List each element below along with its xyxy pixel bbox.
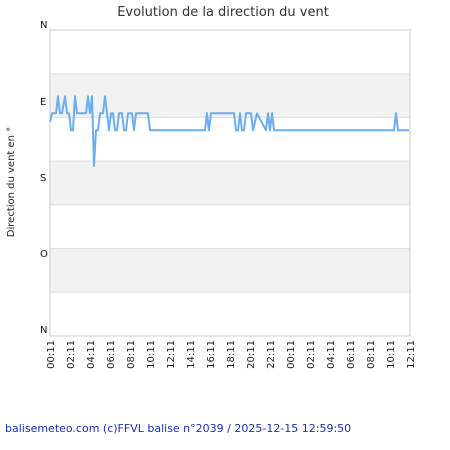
x-tick-label: 00:11 xyxy=(286,340,297,369)
x-tick-label: 10:11 xyxy=(386,340,397,369)
y-tick-label: O xyxy=(40,249,48,260)
x-tick-labels: 00:11 02:11 04:11 06:11 08:11 10:11 12:11 14:11… xyxy=(46,340,417,369)
x-tick-label: 02:11 xyxy=(66,340,77,369)
plot-band xyxy=(50,204,410,249)
x-tick-label: 22:11 xyxy=(266,340,277,369)
x-tick-label: 04:11 xyxy=(86,340,97,369)
y-axis-label: Direction du vent en ° xyxy=(6,127,17,237)
x-tick-label: 12:11 xyxy=(166,340,177,369)
x-tick-label: 20:11 xyxy=(246,340,257,369)
x-tick-label: 10:11 xyxy=(146,340,157,369)
x-tick-label: 08:11 xyxy=(126,340,137,369)
x-tick-label: 16:11 xyxy=(206,340,217,369)
x-tick-label: 18:11 xyxy=(226,340,237,369)
y-tick-label: S xyxy=(40,173,46,184)
x-tick-label: 14:11 xyxy=(186,340,197,369)
series-line xyxy=(49,95,409,167)
x-tick-label: 12:11 xyxy=(406,340,417,369)
x-tick-label: 06:11 xyxy=(346,340,357,369)
x-tick-label: 08:11 xyxy=(366,340,377,369)
y-tick-label: N xyxy=(40,20,47,31)
credit-text: balisemeteo.com (c)FFVL balise n°2039 / … xyxy=(5,422,352,435)
y-tick-label: N xyxy=(40,325,47,336)
y-tick-labels: N E S O N xyxy=(40,20,48,336)
plot-frame xyxy=(49,29,411,337)
x-tick-label: 02:11 xyxy=(306,340,317,369)
plot-band xyxy=(50,117,410,162)
plot-band xyxy=(50,161,410,205)
plot-band xyxy=(50,73,410,118)
chart-title: Evolution de la direction du vent xyxy=(117,5,329,20)
plot-band xyxy=(50,292,410,336)
x-tick-label: 00:11 xyxy=(46,340,57,369)
series-layer xyxy=(49,95,409,167)
x-tick-label: 04:11 xyxy=(326,340,337,369)
x-tick-label: 06:11 xyxy=(106,340,117,369)
plot-bands xyxy=(50,30,410,336)
y-tick-label: E xyxy=(40,97,46,108)
plot-band xyxy=(50,30,410,74)
plot-band xyxy=(50,248,410,293)
